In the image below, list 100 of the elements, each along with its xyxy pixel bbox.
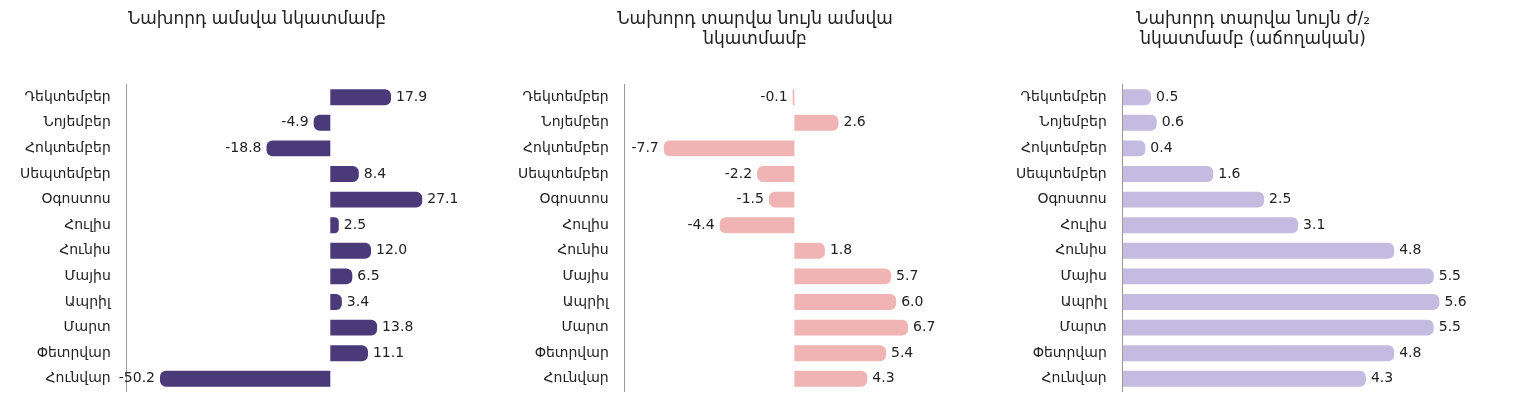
chart-title: Նախորդ տարվա նույն ամսվա նկատմամբ <box>616 8 894 50</box>
bar <box>794 294 897 310</box>
y-tick-label: Դեկտեմբեր <box>522 87 609 104</box>
bar <box>330 191 423 208</box>
bar <box>794 268 892 285</box>
bar <box>1122 242 1395 259</box>
data-label: 5.4 <box>890 343 914 360</box>
data-label: 5.7 <box>896 267 919 284</box>
y-tick-label: Նոյեմբեր <box>43 113 111 130</box>
y-tick-label: Նոյեմբեր <box>1039 113 1107 130</box>
data-label: 12.0 <box>376 241 408 258</box>
data-label: -18.8 <box>225 139 262 156</box>
bar <box>794 370 868 387</box>
y-tick-label: Մարտ <box>63 318 111 335</box>
data-label: 0.6 <box>1161 113 1185 130</box>
bar <box>1122 217 1299 234</box>
data-label: 4.8 <box>1399 241 1422 258</box>
bar <box>330 166 359 182</box>
bar <box>160 370 331 387</box>
y-tick-label: Մայիս <box>562 267 609 284</box>
data-label: 4.3 <box>1370 369 1394 386</box>
data-label: 8.4 <box>363 164 387 181</box>
data-label: -50.2 <box>118 369 155 386</box>
bar <box>330 89 392 106</box>
chart-title: Նախորդ ամսվա նկատմամբ <box>126 8 388 30</box>
bar <box>663 140 795 157</box>
data-label: 5.6 <box>1444 292 1467 309</box>
y-tick-label: Հոկտեմբեր <box>522 139 609 156</box>
bar <box>1122 114 1157 131</box>
y-tick-label: Փետրվար <box>36 343 111 360</box>
bar <box>1122 370 1366 387</box>
data-label: 6.0 <box>901 292 924 309</box>
bar <box>1122 294 1440 310</box>
data-label: 2.6 <box>843 113 866 130</box>
data-label: 5.5 <box>1438 267 1461 284</box>
y-tick-label: Դեկտեմբեր <box>24 87 111 104</box>
y-tick-label: Հուլիս <box>64 215 111 232</box>
data-label: -7.7 <box>631 139 659 156</box>
data-label: -4.4 <box>687 215 715 232</box>
y-tick-label: Նոյեմբեր <box>541 113 609 130</box>
data-label: 6.7 <box>913 318 936 335</box>
data-label: -0.1 <box>760 87 788 104</box>
bar <box>794 242 825 259</box>
y-tick-label: Սեպտեմբեր <box>517 164 609 181</box>
data-label: 3.1 <box>1303 215 1326 232</box>
data-label: 13.8 <box>382 318 414 335</box>
data-label: 4.8 <box>1399 343 1422 360</box>
data-label: 3.4 <box>346 292 370 309</box>
y-tick-label: Օգոստոս <box>539 190 609 207</box>
bar <box>1122 345 1395 362</box>
data-label: -1.5 <box>736 190 764 207</box>
y-tick-label: Ապրիլ <box>562 292 610 309</box>
bar <box>1122 140 1146 157</box>
bar <box>330 268 353 285</box>
y-tick-label: Հունվար <box>1041 369 1107 386</box>
data-label: 1.8 <box>829 241 853 258</box>
data-label: 2.5 <box>1269 190 1292 207</box>
bar <box>719 217 795 234</box>
data-label: 4.3 <box>872 369 895 386</box>
y-tick-label: Մայիս <box>1060 267 1107 284</box>
bar <box>1122 191 1265 208</box>
bar <box>794 319 909 336</box>
data-label: 5.5 <box>1438 318 1461 335</box>
y-tick-label: Դեկտեմբեր <box>1020 87 1107 104</box>
y-tick-label: Հուլիս <box>562 215 609 232</box>
y-tick-label: Օգոստոս <box>41 190 111 207</box>
y-tick-label: Հուլիս <box>1060 215 1107 232</box>
y-tick-label: Հունվար <box>45 369 111 386</box>
y-tick-label: Հունիս <box>557 241 609 258</box>
bar <box>794 114 839 131</box>
bar <box>1122 166 1214 182</box>
y-tick-label: Սեպտեմբեր <box>19 164 111 181</box>
y-tick-label: Օգոստոս <box>1037 190 1107 207</box>
y-tick-label: Սեպտեմբեր <box>1015 164 1107 181</box>
y-tick-label: Հոկտեմբեր <box>24 139 111 156</box>
bar <box>266 140 331 157</box>
data-label: 0.4 <box>1150 139 1173 156</box>
data-label: 1.6 <box>1218 164 1241 181</box>
y-tick-label: Մարտ <box>561 318 609 335</box>
y-tick-label: Հոկտեմբեր <box>1020 139 1107 156</box>
bar <box>330 319 378 336</box>
bar <box>330 345 368 362</box>
y-tick-label: Փետրվար <box>534 343 609 360</box>
y-tick-label: Ապրիլ <box>64 292 112 309</box>
bar <box>330 242 372 259</box>
data-label: 0.5 <box>1156 87 1179 104</box>
bar <box>757 166 795 182</box>
data-label: -2.2 <box>724 164 753 181</box>
data-label: 6.5 <box>357 267 380 284</box>
data-label: 17.9 <box>396 87 428 104</box>
data-label: 2.5 <box>343 215 367 232</box>
y-tick-label: Ապրիլ <box>1060 292 1108 309</box>
y-tick-label: Հունիս <box>1055 241 1107 258</box>
y-tick-label: Փետրվար <box>1032 343 1107 360</box>
bar <box>794 345 886 362</box>
y-tick-label: Հունիս <box>59 241 111 258</box>
bar <box>1122 89 1152 106</box>
data-label: 11.1 <box>372 343 405 360</box>
data-label: 27.1 <box>427 190 459 207</box>
y-tick-label: Մայիս <box>64 267 111 284</box>
